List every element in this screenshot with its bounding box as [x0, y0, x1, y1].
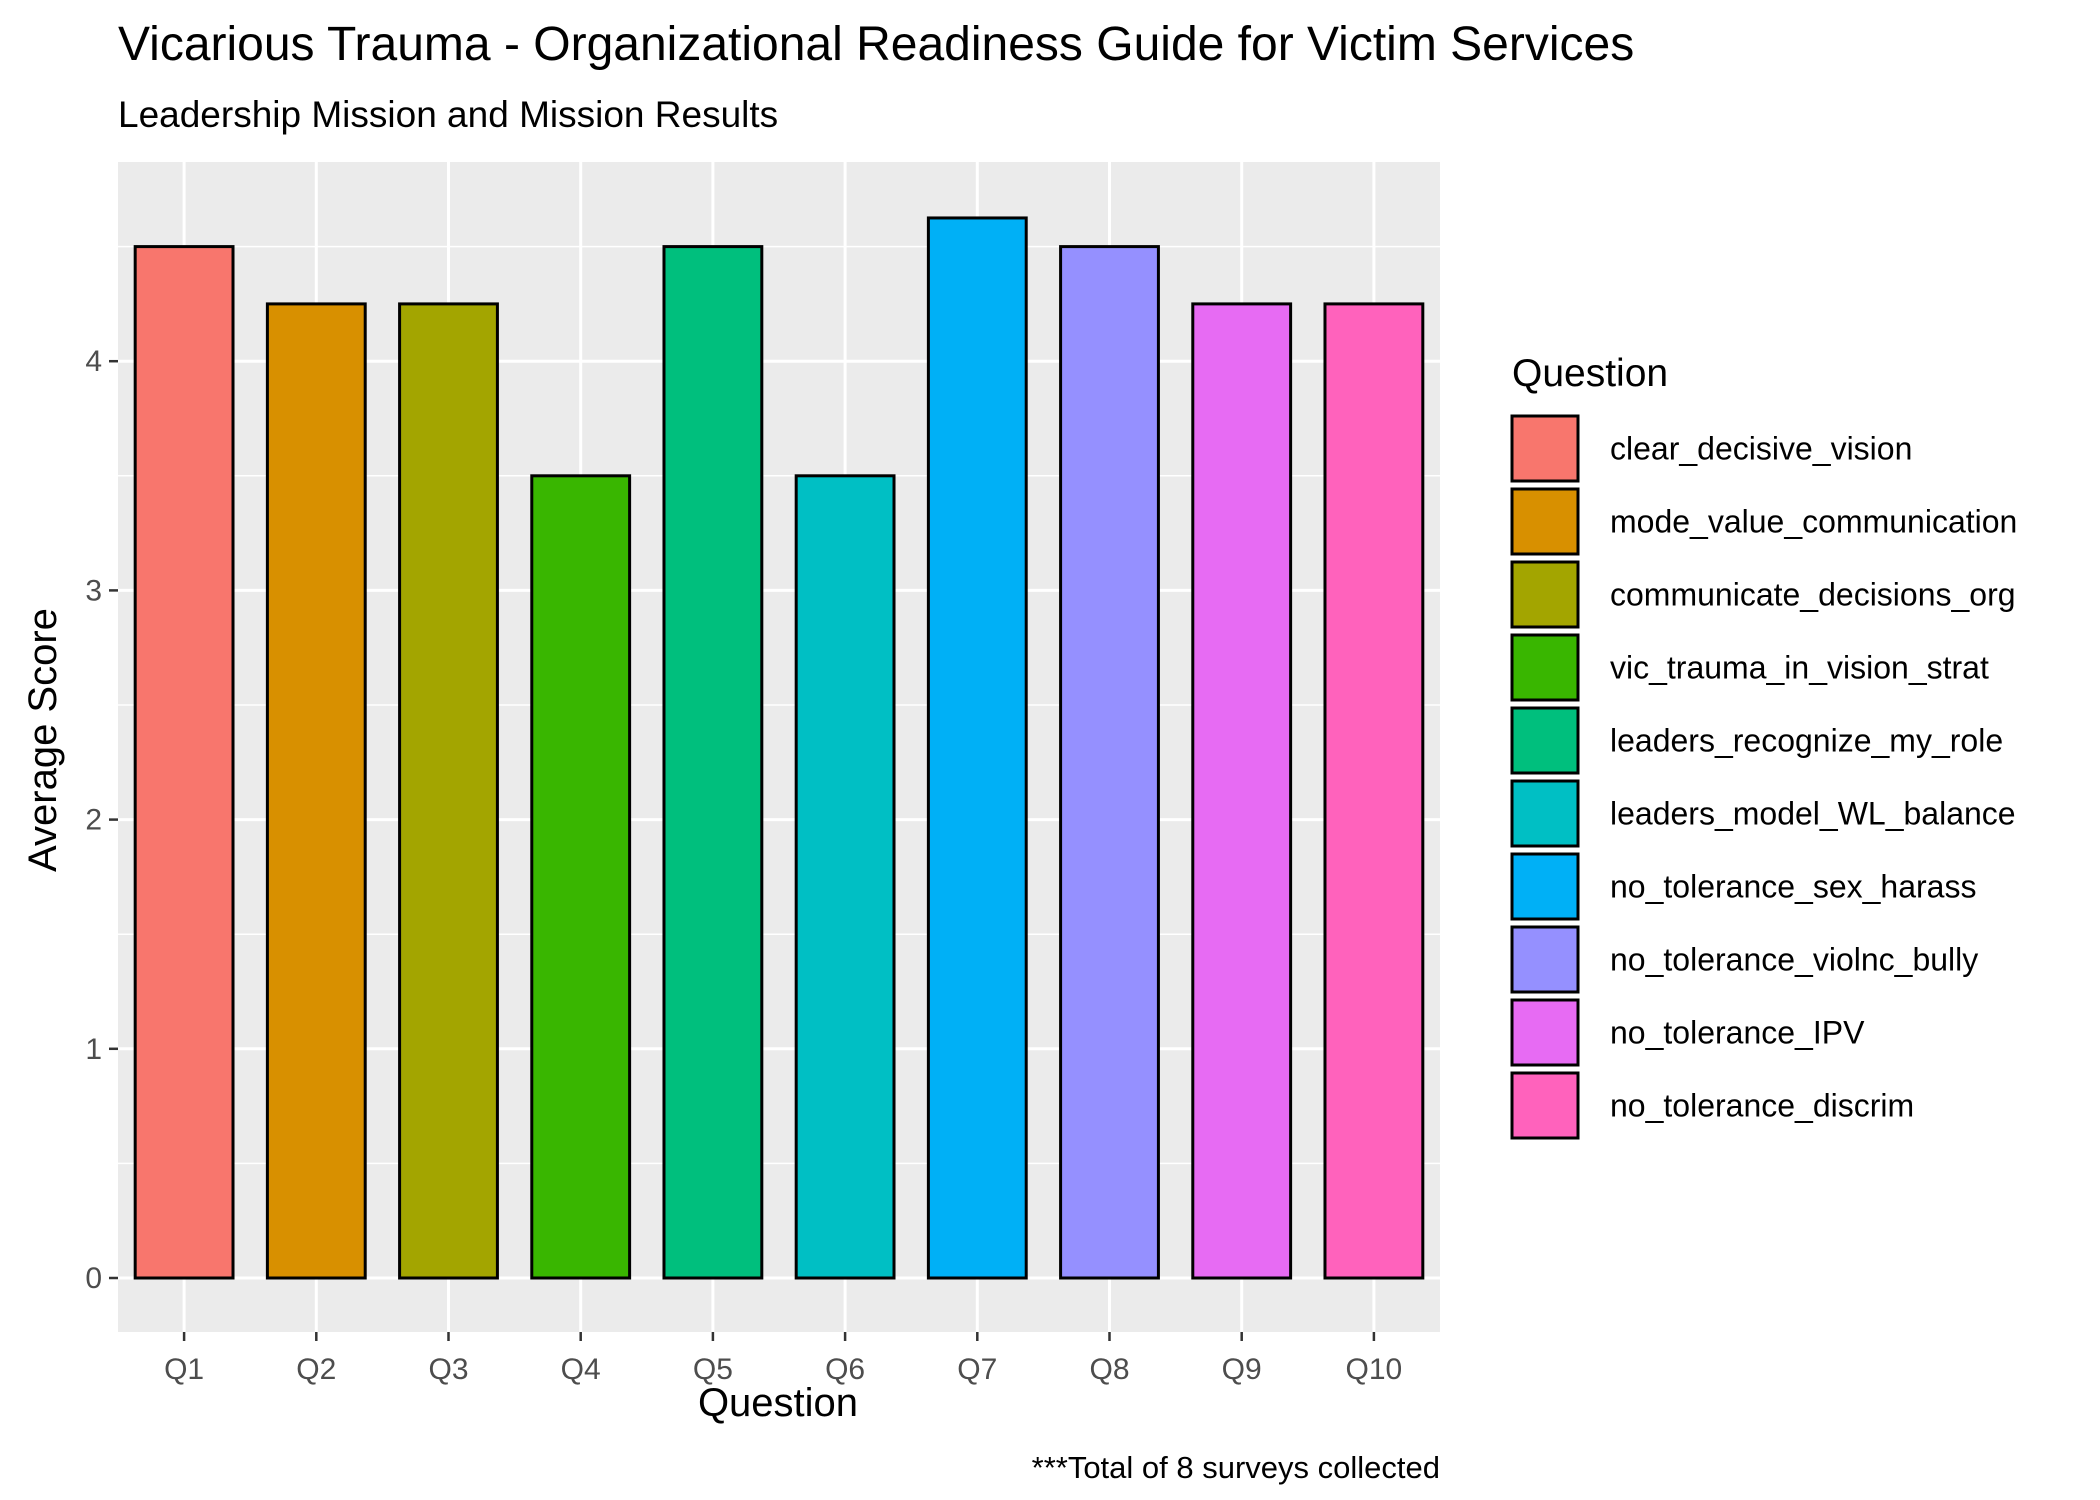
- y-tick-label: 4: [85, 345, 102, 378]
- legend: Question clear_decisive_vision mode_value…: [1510, 352, 2017, 1140]
- x-tick-label: Q6: [825, 1353, 865, 1386]
- legend-item: no_tolerance_IPV: [1510, 998, 1865, 1067]
- chart-caption: ***Total of 8 surveys collected: [1032, 1450, 1440, 1485]
- x-tick-label: Q8: [1089, 1353, 1129, 1386]
- legend-swatch: [1510, 414, 1580, 483]
- x-tick-label: Q3: [428, 1353, 468, 1386]
- legend-item: communicate_decisions_org: [1510, 560, 2016, 629]
- legend-swatch: [1510, 706, 1580, 775]
- legend-swatch: [1510, 779, 1580, 848]
- legend-label: mode_value_communication: [1610, 504, 2017, 540]
- y-tick-label: 3: [85, 574, 102, 607]
- x-tick-label: Q1: [164, 1353, 204, 1386]
- legend-swatch: [1510, 1071, 1580, 1140]
- legend-item: vic_trauma_in_vision_strat: [1510, 633, 1989, 702]
- x-tick-label: Q2: [296, 1353, 336, 1386]
- x-axis: Q1 Q2 Q3 Q4 Q5 Q6 Q7 Q8 Q9 Q10: [164, 1332, 1402, 1386]
- x-tick-label: Q9: [1222, 1353, 1262, 1386]
- legend-swatch: [1510, 560, 1580, 629]
- bar-q10: [1323, 302, 1425, 1280]
- y-axis-title: Average Score: [21, 608, 65, 872]
- legend-item: no_tolerance_discrim: [1510, 1071, 1914, 1140]
- legend-label: leaders_model_WL_balance: [1610, 796, 2016, 832]
- legend-item: no_tolerance_sex_harass: [1510, 852, 1976, 921]
- legend-label: no_tolerance_discrim: [1610, 1088, 1914, 1124]
- bar-q9: [1191, 302, 1293, 1280]
- legend-label: no_tolerance_violnc_bully: [1610, 942, 1978, 978]
- legend-label: clear_decisive_vision: [1610, 431, 1912, 467]
- bar-q6: [794, 474, 896, 1280]
- legend-item: clear_decisive_vision: [1510, 414, 1912, 483]
- chart-subtitle: Leadership Mission and Mission Results: [118, 94, 778, 135]
- bar-q2: [265, 302, 367, 1280]
- legend-item: no_tolerance_violnc_bully: [1510, 925, 1978, 994]
- legend-label: no_tolerance_IPV: [1610, 1015, 1865, 1051]
- legend-label: no_tolerance_sex_harass: [1610, 869, 1976, 905]
- legend-swatch: [1510, 487, 1580, 556]
- y-axis: 0 1 2 3 4: [85, 345, 118, 1295]
- bar-q5: [662, 245, 764, 1280]
- bar-q4: [530, 474, 632, 1280]
- x-tick-label: Q10: [1346, 1353, 1403, 1386]
- x-axis-title: Question: [698, 1381, 858, 1425]
- legend-label: communicate_decisions_org: [1610, 577, 2016, 613]
- x-tick-label: Q7: [957, 1353, 997, 1386]
- legend-label: leaders_recognize_my_role: [1610, 723, 2003, 759]
- x-tick-label: Q5: [693, 1353, 733, 1386]
- bar-q8: [1059, 245, 1160, 1280]
- legend-item: leaders_recognize_my_role: [1510, 706, 2003, 775]
- y-tick-label: 2: [85, 804, 102, 837]
- legend-swatch: [1510, 852, 1580, 921]
- legend-swatch: [1510, 633, 1580, 702]
- bars: [133, 216, 1425, 1280]
- y-tick-label: 0: [85, 1262, 102, 1295]
- bar-q7: [926, 216, 1028, 1280]
- y-tick-label: 1: [85, 1033, 102, 1066]
- chart-title: Vicarious Trauma - Organizational Readin…: [118, 18, 1634, 71]
- legend-label: vic_trauma_in_vision_strat: [1610, 650, 1989, 686]
- legend-swatch: [1510, 925, 1580, 994]
- bar-q3: [398, 302, 499, 1280]
- bar-q1: [133, 245, 235, 1280]
- plot-area: [118, 162, 1440, 1332]
- legend-title: Question: [1512, 352, 1668, 395]
- x-tick-label: Q4: [561, 1353, 601, 1386]
- legend-item: mode_value_communication: [1510, 487, 2017, 556]
- legend-item: leaders_model_WL_balance: [1510, 779, 2016, 848]
- legend-items: clear_decisive_vision mode_value_communic…: [1510, 414, 2017, 1140]
- legend-swatch: [1510, 998, 1580, 1067]
